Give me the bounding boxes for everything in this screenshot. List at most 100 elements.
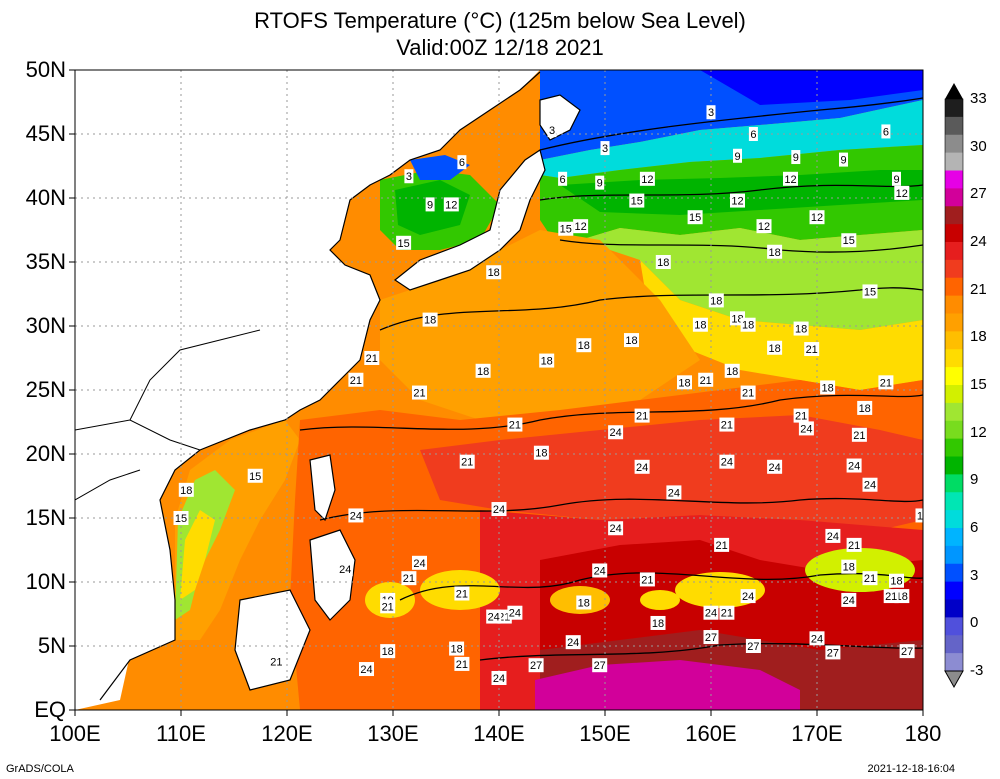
latitude-label: 5N [37,633,66,658]
contour-label-box [839,152,848,167]
contour-label: 18 [820,380,836,395]
contour-label: 9 [595,175,605,190]
contour-label: 18 [576,595,592,610]
contour-label: 18 [475,363,491,378]
contour-label-text: 21 [885,591,897,603]
contour-label: 21 [639,572,655,587]
contour-label: 3 [706,105,716,120]
contour-label-box [348,508,364,523]
contour-label-box [459,454,475,469]
contour-label-text: 24 [827,531,839,543]
colorbar-label: 9 [970,471,979,489]
longitude-label: 150E [579,721,631,746]
contour-label: 18 [178,482,194,497]
colorbar-segment [945,385,963,404]
contour-label-box [565,635,581,650]
contour-label-box [857,400,873,415]
contour-label: 15 [862,284,878,299]
contour-label-text: 21 [461,457,473,469]
contour-label-text: 18 [424,315,436,327]
contour-label-box [475,363,491,378]
contour-label: 24 [491,671,507,685]
contour-label-text: 21 [382,601,394,613]
chart-title: RTOFS Temperature (°C) (125m below Sea L… [254,8,746,33]
contour-label-text: 18 [578,340,590,352]
contour-label: 24 [809,631,825,646]
contour-label-text: 24 [811,633,823,645]
colorbar [944,83,964,689]
contour-label: 3 [547,123,557,138]
contour-label-text: 9 [597,178,603,190]
contour-label-text: 24 [636,462,648,474]
contour-label-box [629,193,645,208]
contour-label-box [724,363,740,378]
contour-label: 21 [719,605,735,620]
contour-label-text: 15 [689,212,701,224]
contour-label-text: 18 [726,366,738,378]
contour-label-text: 18 [625,335,637,347]
contour-label: 27 [592,658,608,673]
contour-label-text: 24 [609,427,621,439]
contour-label-box [825,645,841,660]
contour-label-box [692,317,708,332]
contour-label-text: 24 [705,608,717,620]
contour-label-text: 21 [848,540,860,552]
contour-label-box [491,502,507,517]
colorbar-segment [945,653,963,672]
lat-lon-grid [75,70,923,710]
contour-label-box [791,150,801,165]
contour-label-text: 21 [700,375,712,387]
contour-label: 18 [767,340,783,355]
contour-label-box [558,171,568,186]
contour-label: 24 [846,458,862,473]
colorbar-label: 3 [970,566,979,584]
colorbar-segment [945,510,963,529]
contour-label-box [412,555,427,570]
contour-label-box [247,468,263,483]
contour-label: 15 [396,235,412,250]
contour-label-box [337,562,353,577]
contour-label-text: 24 [339,564,351,576]
colorbar-label: 21 [970,280,987,298]
contour-label-box [634,408,650,423]
latitude-label: 25N [25,377,66,402]
contour-label: 6 [558,171,568,186]
contour-label-box [595,175,605,190]
contour-label-box [173,511,189,525]
contour-label-text: 18 [843,562,855,574]
contour-label-text: 18 [652,618,664,630]
colorbar-segment [945,116,963,136]
contour-label: 24 [592,563,608,578]
contour-label-box [639,572,655,587]
contour-label-text: 21 [806,344,818,356]
contour-label-text: 6 [560,174,566,186]
contour-label-text: 18 [488,267,500,279]
latitude-label: 35N [25,249,66,274]
contour-label-text: 27 [530,660,542,672]
colorbar-label: 30 [970,137,987,155]
contour-label-text: 12 [445,199,457,211]
contour-label: 18 [767,244,783,259]
colorbar-segment [945,599,963,618]
contour-label-text: 27 [705,632,717,644]
contour-label: 21 [459,454,475,469]
contour-label: 12 [894,185,910,200]
contour-label-box [533,445,549,460]
contour-label: 24 [348,508,364,523]
colorbar-segment [945,545,963,565]
contour-label-box [841,592,857,607]
contour-label-box [733,148,742,163]
contour-label-box [454,586,470,601]
latitude-label: 15N [25,505,66,530]
contour-label-text: 24 [567,637,579,649]
contour-label-text: 27 [747,641,759,653]
contour-label-text: 21 [742,388,754,400]
contour-label: 21 [793,408,809,423]
latitude-label: 50N [25,57,66,82]
contour-label: 21 [454,656,470,671]
longitude-label: 110E [156,721,206,746]
contour-label: 21 [846,537,862,552]
contour-label-box [486,609,502,624]
contour-label-text: 18 [180,485,192,497]
